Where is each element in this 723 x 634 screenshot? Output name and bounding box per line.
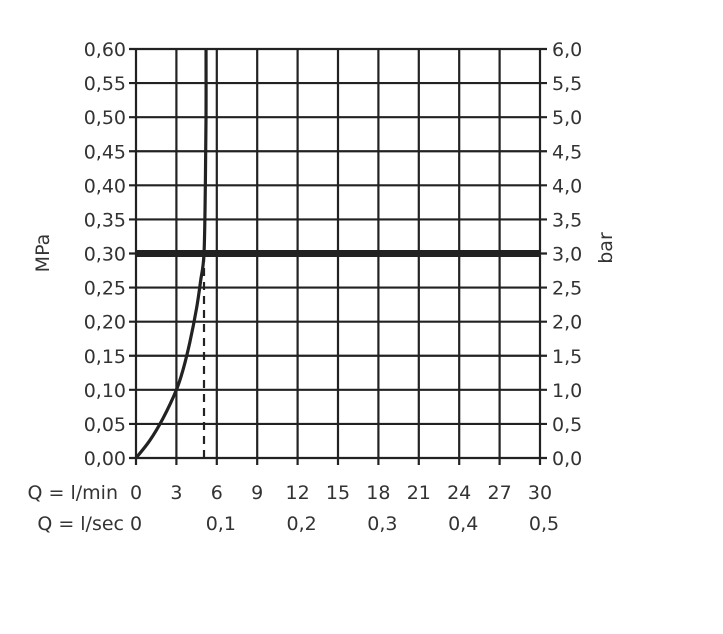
x-tick-lmin: 30: [528, 482, 552, 504]
y-tick-right: 5,5: [552, 73, 582, 95]
y-tick-right: 1,5: [552, 346, 582, 368]
x-tick-lmin: 24: [447, 482, 471, 504]
y-tick-right: 4,5: [552, 141, 582, 163]
y-axis-label-left: MPa: [32, 234, 54, 273]
y-tick-right: 3,5: [552, 209, 582, 231]
y-tick-left: 0,45: [84, 141, 126, 163]
y-tick-right: 2,5: [552, 278, 582, 300]
y-tick-left: 0,50: [84, 107, 126, 129]
series-line: [134, 48, 208, 460]
x-tick-lsec: 0,1: [206, 513, 236, 535]
x-tick-lsec: 0,2: [286, 513, 316, 535]
y-tick-left: 0,20: [84, 312, 126, 334]
y-axis-label-right: bar: [595, 232, 617, 264]
x-tick-lmin: 15: [326, 482, 350, 504]
x-tick-lmin: 9: [251, 482, 263, 504]
x-tick-lmin: 27: [488, 482, 512, 504]
x-tick-lmin: 0: [130, 482, 142, 504]
y-tick-left: 0,35: [84, 209, 126, 231]
x-tick-lmin: 21: [407, 482, 431, 504]
y-tick-right: 6,0: [552, 39, 582, 61]
y-tick-left: 0,15: [84, 346, 126, 368]
y-tick-left: 0,10: [84, 380, 126, 402]
y-tick-left: 0,25: [84, 278, 126, 300]
y-tick-right: 2,0: [552, 312, 582, 334]
y-tick-right: 0,0: [552, 448, 582, 470]
x-tick-lsec: 0,5: [529, 513, 559, 535]
x-tick-lsec: 0: [130, 513, 142, 535]
x-axis-label-lmin: Q = l/min: [28, 482, 118, 504]
x-tick-lmin: 12: [286, 482, 310, 504]
y-tick-right: 4,0: [552, 175, 582, 197]
x-tick-lmin: 6: [211, 482, 223, 504]
y-tick-right: 5,0: [552, 107, 582, 129]
y-tick-right: 3,0: [552, 244, 582, 266]
x-tick-lmin: 3: [170, 482, 182, 504]
x-axis-label-lsec: Q = l/sec: [37, 513, 124, 535]
y-tick-right: 0,5: [552, 414, 582, 436]
y-tick-left: 0,60: [84, 39, 126, 61]
y-tick-left: 0,00: [84, 448, 126, 470]
y-tick-left: 0,30: [84, 244, 126, 266]
x-tick-lsec: 0,3: [367, 513, 397, 535]
y-tick-right: 1,0: [552, 380, 582, 402]
y-tick-left: 0,55: [84, 73, 126, 95]
x-tick-lsec: 0,4: [448, 513, 478, 535]
x-tick-lmin: 18: [366, 482, 390, 504]
y-tick-left: 0,40: [84, 175, 126, 197]
y-tick-left: 0,05: [84, 414, 126, 436]
